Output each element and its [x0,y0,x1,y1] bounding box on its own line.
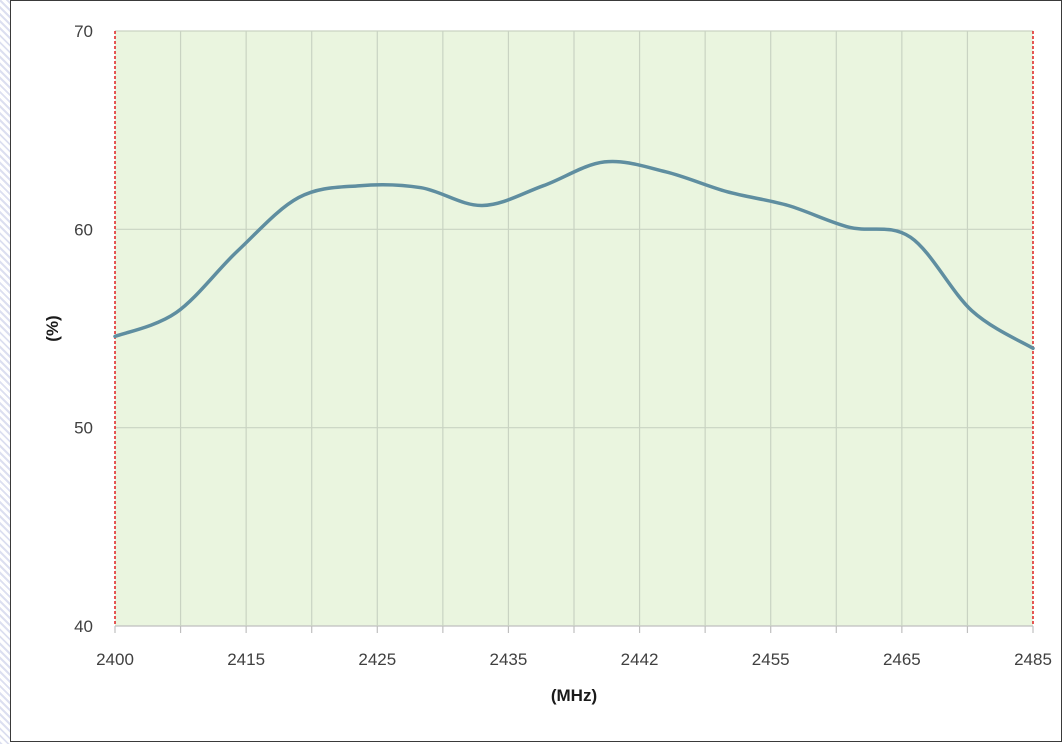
band-edge-lines [114,31,1034,626]
x-tick-label: 2435 [490,650,528,669]
x-tick-label: 2425 [358,650,396,669]
y-tick-label: 70 [74,22,93,41]
x-tick-label: 2400 [96,650,134,669]
x-tick-label: 2465 [883,650,921,669]
x-axis-ticks: 2400 2415 2425 2435 2442 2455 2465 2485 [96,650,1052,669]
y-axis-ticks: 40 50 60 70 [74,22,93,636]
y-axis-title: (%) [43,315,62,341]
y-tick-label: 50 [74,419,93,438]
x-tick-label: 2485 [1014,650,1052,669]
x-tick-label: 2415 [227,650,265,669]
x-axis-title: (MHz) [551,686,597,705]
x-tick-label: 2442 [621,650,659,669]
gridlines [114,30,1034,633]
side-texture [0,0,10,744]
x-tick-label: 2455 [752,650,790,669]
y-tick-label: 60 [74,220,93,239]
y-tick-label: 40 [74,617,93,636]
series-line [113,159,1035,351]
